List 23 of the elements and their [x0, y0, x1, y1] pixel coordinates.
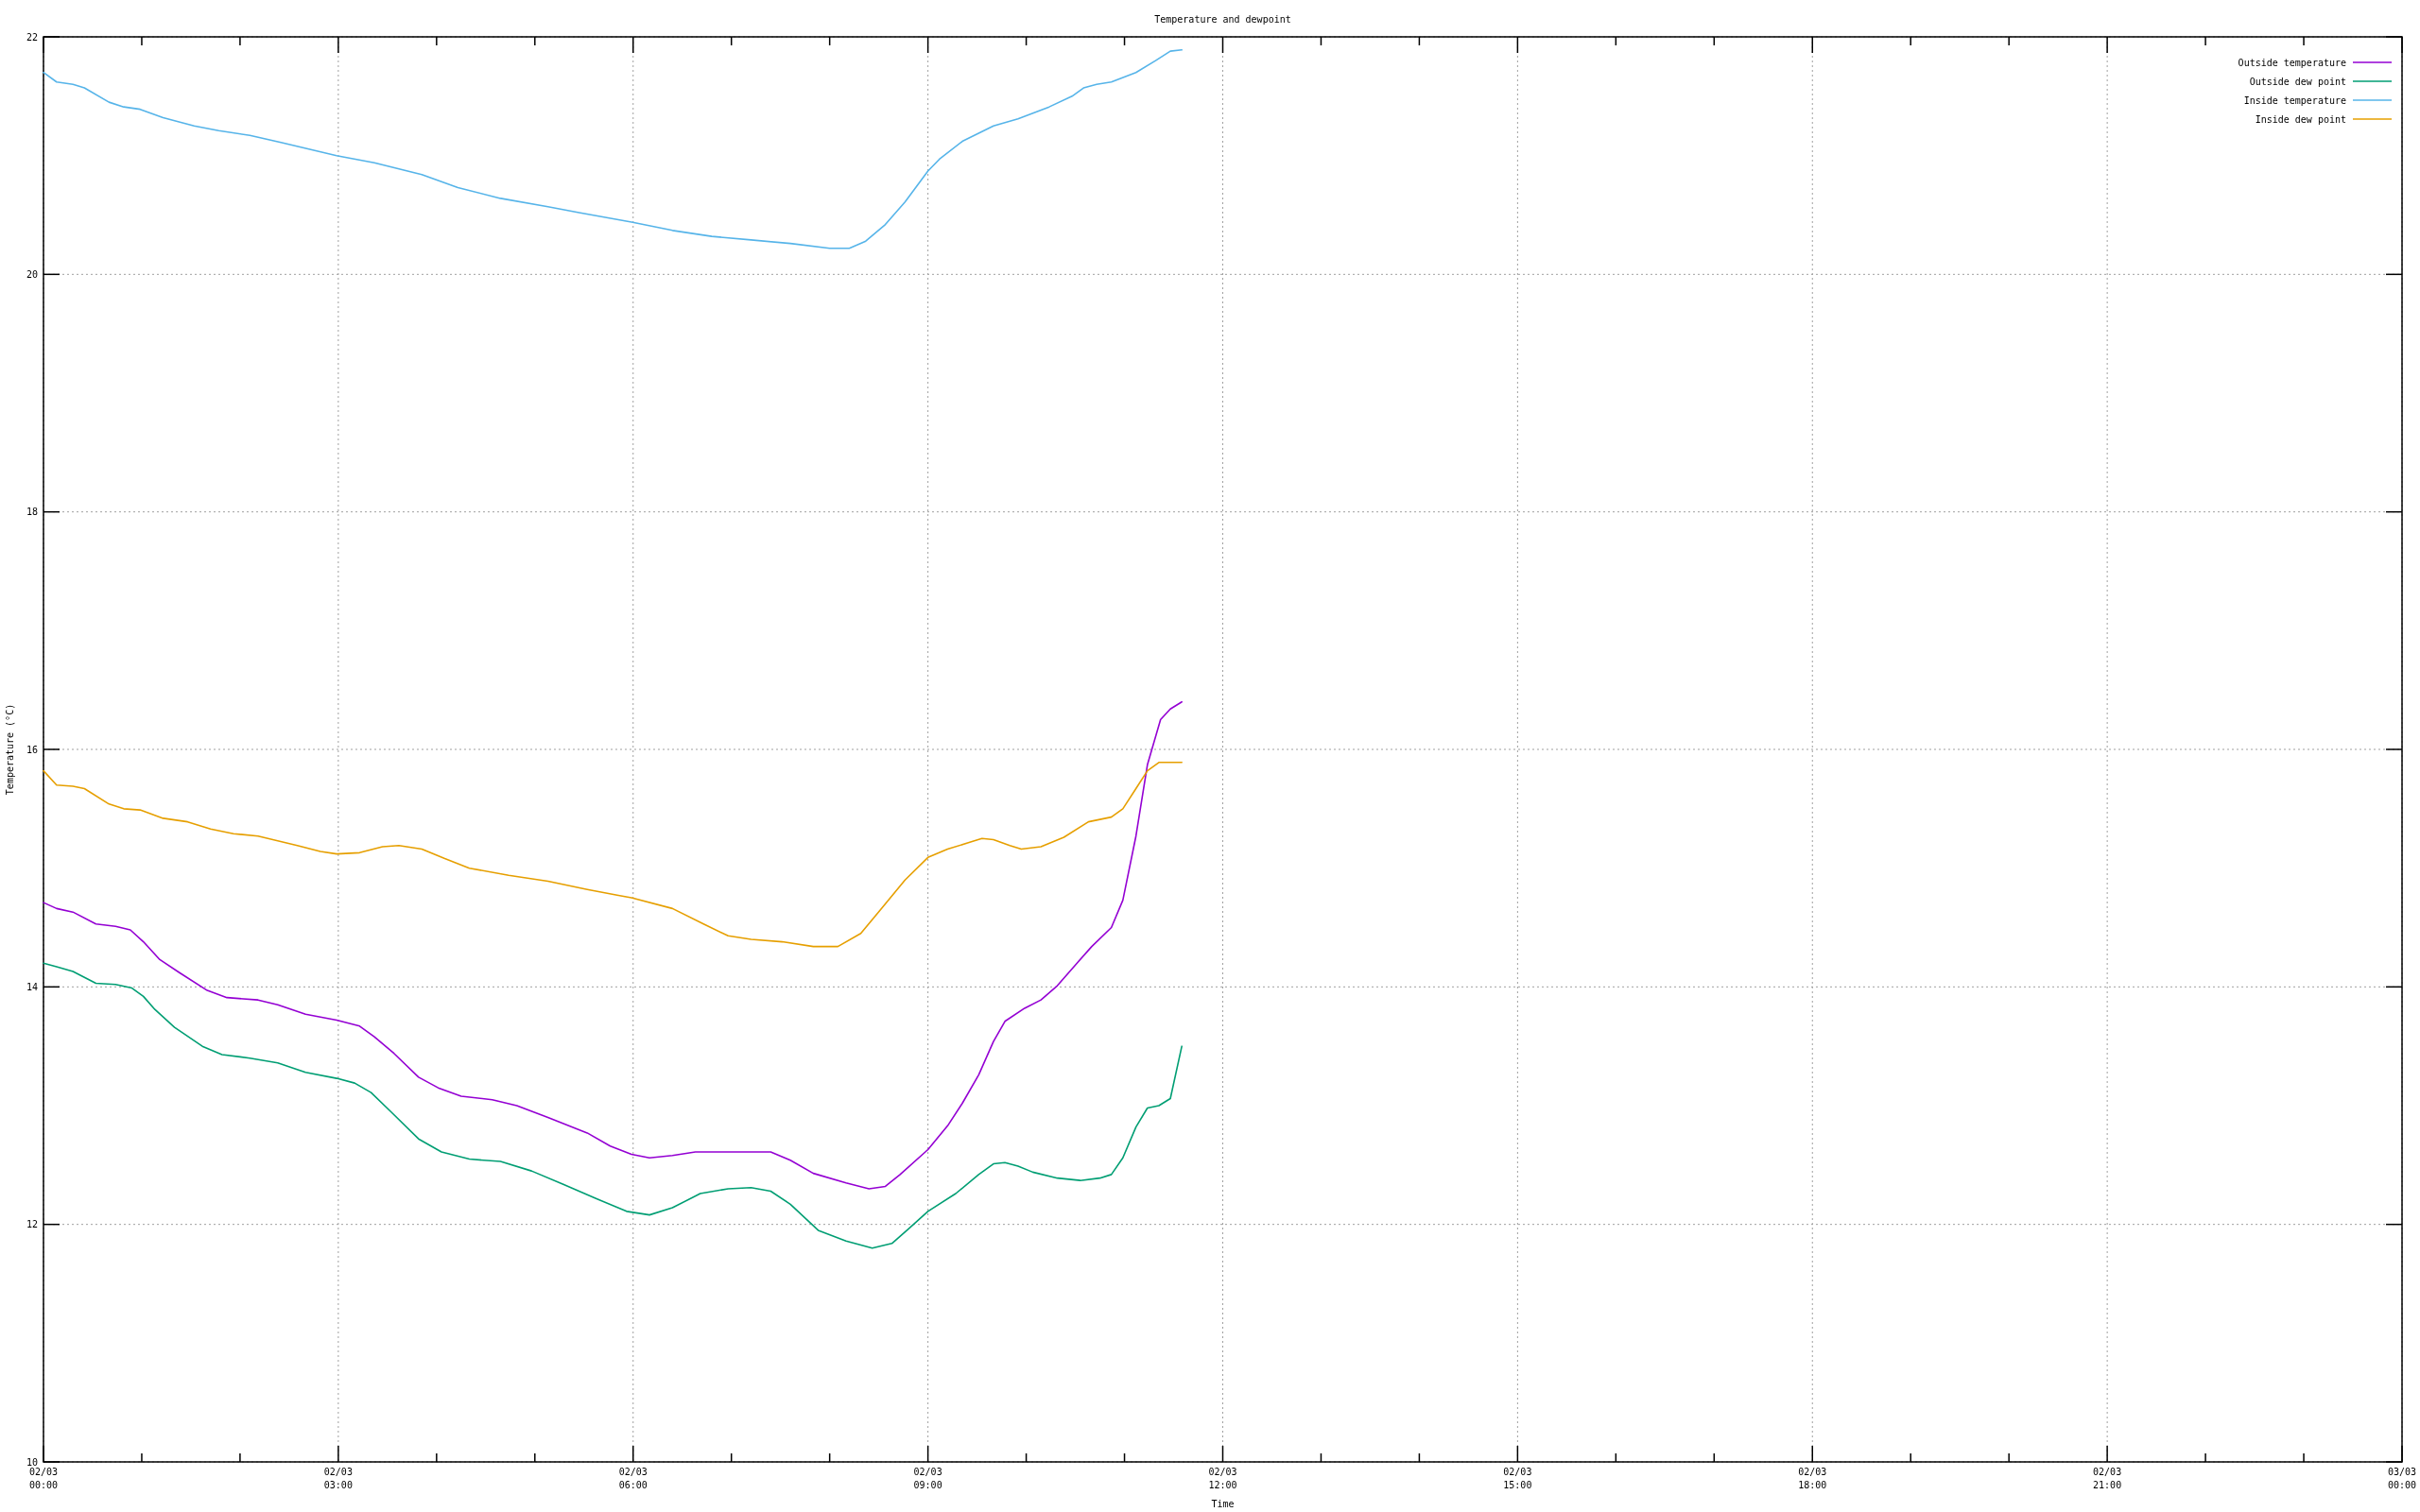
- x-tick-label: 02/03 03:00: [323, 1467, 353, 1490]
- y-tick-label: 10: [26, 1456, 38, 1468]
- y-tick-label: 14: [26, 981, 38, 992]
- y-tick-label: 22: [26, 31, 38, 43]
- x-tick-label: 02/03 06:00: [618, 1467, 648, 1490]
- y-tick-label: 18: [26, 507, 38, 518]
- legend-label: Inside temperature: [2243, 94, 2346, 106]
- x-axis-title: Time: [1211, 1498, 1235, 1509]
- x-tick-label: 02/03 15:00: [1503, 1467, 1532, 1490]
- y-axis-title: Temperature (°C): [4, 703, 15, 796]
- x-tick-label: 03/03 00:00: [2387, 1467, 2417, 1490]
- chart-title: Temperature and dewpoint: [1154, 13, 1291, 25]
- y-tick-label: 16: [26, 744, 38, 755]
- x-tick-label: 02/03 00:00: [28, 1467, 59, 1490]
- y-tick-label: 12: [26, 1219, 38, 1230]
- legend-label: Outside dew point: [2249, 76, 2346, 87]
- x-tick-label: 02/03 21:00: [2093, 1467, 2122, 1490]
- legend-label: Inside dew point: [2255, 113, 2346, 125]
- legend-label: Outside temperature: [2238, 57, 2346, 68]
- x-tick-label: 02/03 09:00: [913, 1467, 942, 1490]
- x-tick-label: 02/03 12:00: [1208, 1467, 1237, 1490]
- x-tick-label: 02/03 18:00: [1798, 1467, 1827, 1490]
- y-tick-label: 20: [26, 268, 38, 280]
